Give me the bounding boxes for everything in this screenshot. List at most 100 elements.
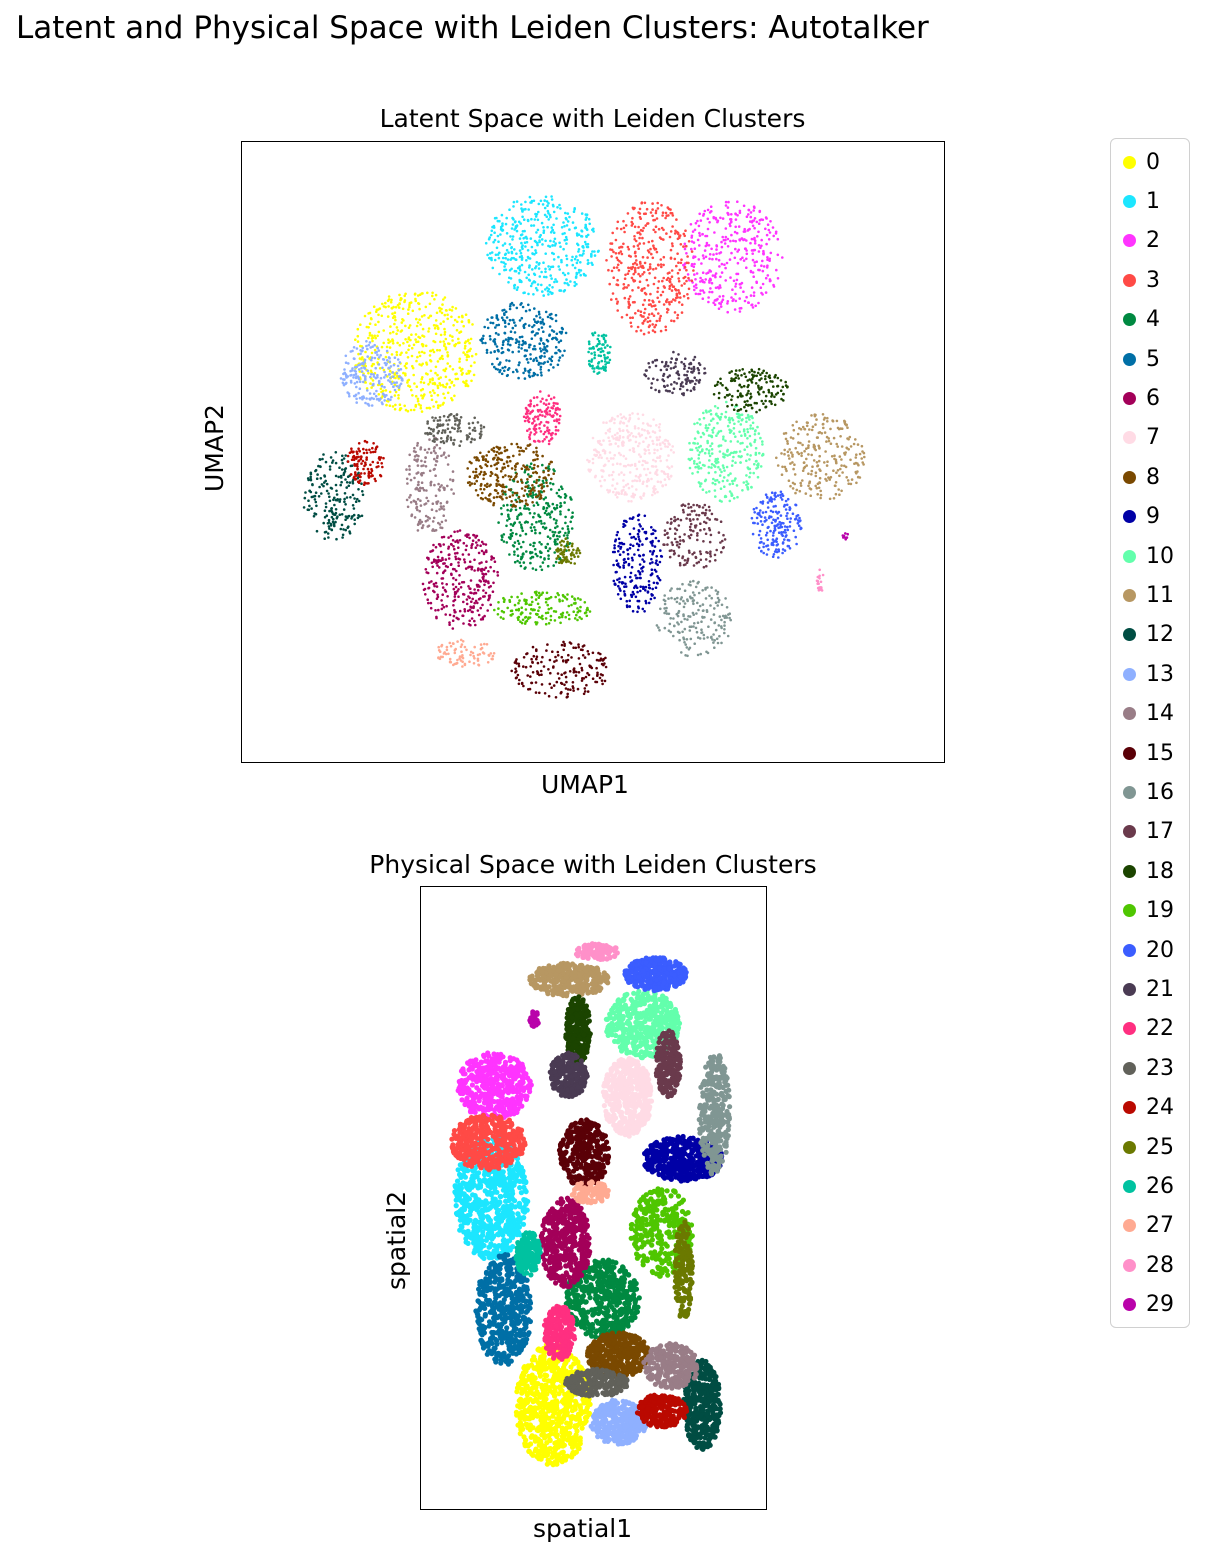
cluster-16-point — [720, 641, 723, 645]
cluster-11-point — [818, 476, 822, 480]
cluster-13-point — [360, 366, 363, 370]
cluster-16-point — [723, 624, 726, 627]
cluster-17-point — [694, 555, 698, 559]
cluster-7-point — [634, 435, 638, 439]
cluster-1-point — [550, 226, 554, 229]
cluster-11-point — [828, 497, 832, 501]
cluster-8-point — [519, 446, 522, 450]
cluster-12-point — [358, 515, 361, 518]
cluster-4-point — [521, 529, 524, 533]
cluster-4-point — [511, 531, 514, 535]
cluster-0-point — [464, 313, 468, 316]
cluster-9-point — [651, 553, 654, 556]
cluster-6-point — [471, 539, 475, 542]
cluster-3-point — [639, 233, 642, 236]
cluster-10-point — [703, 479, 707, 483]
cluster-11-point — [860, 444, 864, 448]
cluster-4-point — [540, 490, 544, 494]
cluster-2-point — [734, 212, 737, 215]
cluster-14-point — [450, 488, 453, 491]
cluster-4-point — [543, 527, 547, 530]
cluster-4-point — [518, 521, 521, 524]
cluster-8-point — [508, 478, 512, 481]
cluster-11-point — [827, 476, 830, 479]
cluster-7-point — [628, 418, 631, 421]
cluster-6-point — [470, 617, 474, 620]
cluster-8-point — [468, 475, 472, 479]
cluster-7-point — [617, 451, 621, 455]
cluster-17-point — [697, 513, 701, 517]
cluster-2-point — [724, 204, 728, 207]
cluster-3-points — [605, 201, 695, 336]
cluster-15-point — [577, 657, 581, 660]
cluster-12-point — [323, 509, 327, 512]
cluster-1-point — [500, 260, 503, 264]
cluster-5-point — [547, 369, 551, 372]
cluster-15-point — [545, 649, 548, 652]
cluster-3-point — [634, 239, 638, 243]
cluster-3-point — [660, 204, 663, 207]
cluster-3-point — [647, 331, 651, 334]
cluster-1-point — [576, 242, 579, 246]
cluster-10-point — [735, 484, 739, 487]
cluster-1-point — [540, 283, 543, 287]
cluster-12-point — [356, 497, 359, 501]
cluster-6-point — [472, 592, 476, 595]
cluster-6-point — [465, 598, 469, 601]
cluster-2-point — [714, 286, 718, 290]
cluster-1-point — [552, 258, 556, 261]
cluster-14-point — [409, 501, 413, 504]
cluster-3-point — [629, 316, 632, 320]
cluster-7-point — [621, 429, 625, 432]
cluster-0-point — [456, 377, 460, 381]
cluster-4-point — [566, 525, 570, 528]
cluster-4-point — [540, 568, 544, 572]
cluster-5-point — [556, 363, 560, 367]
cluster-9-point — [640, 566, 644, 570]
cluster-3-point — [671, 285, 675, 288]
cluster-15-point — [604, 656, 607, 660]
cluster-2-point — [730, 251, 733, 255]
cluster-15-point — [594, 680, 597, 684]
cluster-8-point — [492, 503, 495, 507]
cluster-3-point — [680, 311, 684, 314]
cluster-5-point — [504, 310, 508, 314]
cluster-14-point — [420, 474, 424, 477]
cluster-3-point — [653, 248, 657, 251]
cluster-11-point — [816, 464, 820, 467]
cluster-9-point — [624, 582, 627, 586]
cluster-3-point — [615, 297, 618, 301]
cluster-2-point — [751, 271, 755, 274]
cluster-17-point — [697, 560, 701, 564]
cluster-6-point — [443, 569, 447, 572]
cluster-13-point — [398, 384, 401, 387]
cluster-3-point — [665, 311, 669, 314]
cluster-6-point — [447, 545, 451, 549]
cluster-11-point — [801, 443, 804, 447]
cluster-8-point — [509, 488, 512, 492]
latent-scatter-plot — [241, 141, 945, 763]
cluster-7-point — [645, 473, 648, 477]
cluster-16-point — [680, 651, 683, 654]
cluster-5-point — [507, 322, 511, 326]
cluster-8-point — [515, 472, 518, 476]
cluster-2-point — [754, 304, 757, 308]
cluster-17-point — [683, 504, 687, 508]
cluster-15-point — [572, 646, 575, 649]
cluster-2-point — [706, 208, 710, 212]
cluster-5-point — [538, 342, 541, 345]
cluster-4-point — [546, 564, 550, 568]
cluster-17-point — [666, 521, 669, 524]
cluster-15-point — [572, 671, 576, 674]
cluster-14-point — [438, 447, 442, 450]
cluster-13-point — [349, 369, 352, 373]
cluster-2-point — [774, 230, 778, 234]
cluster-0-point — [458, 341, 461, 344]
cluster-10-point — [720, 500, 723, 503]
cluster-0-point — [429, 359, 433, 363]
cluster-3-point — [630, 325, 633, 328]
cluster-7-point — [622, 464, 626, 468]
cluster-1-point — [542, 261, 545, 264]
cluster-0-point — [381, 389, 385, 393]
cluster-4-point — [547, 557, 550, 560]
